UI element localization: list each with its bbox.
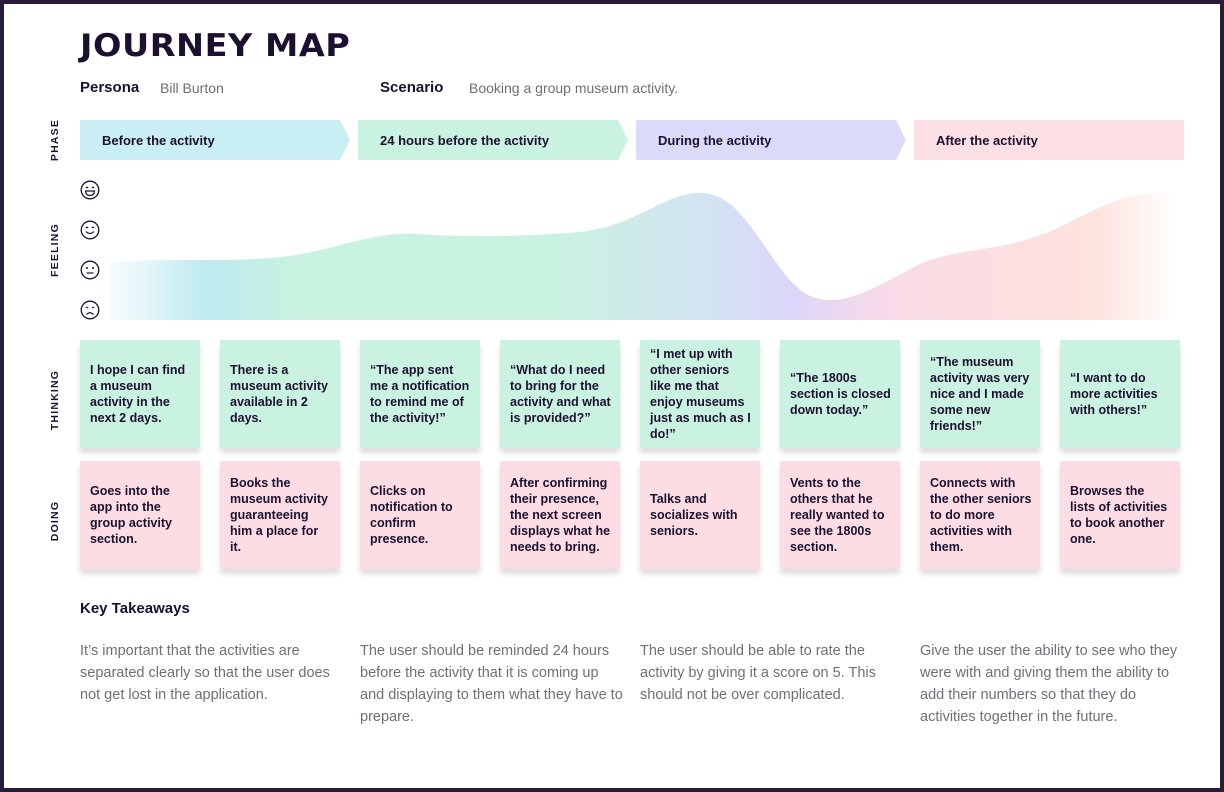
thinking-note: “What do I need to bring for the activit… [500, 340, 620, 448]
phase-after-activity: After the activity [914, 120, 1184, 160]
sad-face-icon [80, 300, 100, 320]
journey-map-board: JOURNEY MAP Persona Bill Burton Scenario… [4, 4, 1220, 788]
doing-note: Goes into the app into the group activit… [80, 461, 200, 569]
neutral-face-icon [80, 260, 100, 280]
takeaway-text: The user should be able to rate the acti… [640, 643, 876, 703]
thinking-note: “I want to do more activities with other… [1060, 340, 1180, 448]
very-happy-face-icon [80, 180, 100, 200]
thinking-note: “The museum activity was very nice and I… [920, 340, 1040, 448]
scenario-label: Scenario [380, 79, 444, 96]
thinking-note: There is a museum activity available in … [220, 340, 340, 448]
thinking-note: I hope I can find a museum activity in t… [80, 340, 200, 448]
phase-during-activity: During the activity [636, 120, 906, 160]
thinking-note: “The app sent me a notification to remin… [360, 340, 480, 448]
doing-note: After confirming their presence, the nex… [500, 461, 620, 569]
persona-label: Persona [80, 79, 140, 96]
feeling-row-label: FEELING [49, 223, 61, 277]
scenario-value: Booking a group museum activity. [469, 80, 679, 96]
takeaway-text: The user should be reminded 24 hours bef… [360, 643, 623, 725]
phase-24-hours-before: 24 hours before the activity [358, 120, 628, 160]
persona-value: Bill Burton [160, 80, 224, 96]
thinking-note: “I met up with other seniors like me tha… [640, 340, 760, 448]
thinking-row-label: THINKING [49, 369, 61, 431]
takeaway-text: It’s important that the activities are s… [80, 643, 330, 703]
takeaway-text: Give the user the ability to see who the… [920, 643, 1178, 725]
phase-before-activity: Before the activity [80, 120, 350, 160]
doing-row-label: DOING [49, 500, 61, 542]
page-title: JOURNEY MAP [80, 28, 351, 64]
doing-note: Browses the lists of activities to book … [1060, 461, 1180, 569]
doing-note: Vents to the others that he really wante… [780, 461, 900, 569]
doing-note: Connects with the other seniors to do mo… [920, 461, 1040, 569]
key-takeaways-heading: Key Takeaways [80, 600, 190, 617]
doing-note: Talks and socializes with seniors. [640, 461, 760, 569]
thinking-note: “The 1800s section is closed down today.… [780, 340, 900, 448]
phase-row-label: PHASE [49, 118, 61, 162]
doing-note: Books the museum activity guaranteeing h… [220, 461, 340, 569]
feeling-curve [110, 192, 1170, 320]
doing-note: Clicks on notification to confirm presen… [360, 461, 480, 569]
happy-face-icon [80, 220, 100, 240]
